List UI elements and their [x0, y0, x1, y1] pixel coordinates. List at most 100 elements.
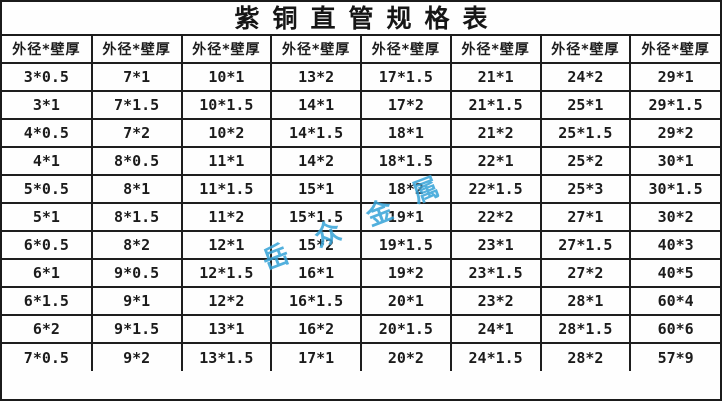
header-row: 外径*壁厚 外径*壁厚 外径*壁厚 外径*壁厚 外径*壁厚 外径*壁厚 外径*壁厚 外径*壁厚 [2, 36, 720, 63]
spec-cell: 14*1 [270, 90, 362, 120]
table-row: 5*0.5 8*1 11*1.5 15*1 18*2 22*1.5 25*3 30*1.5 [2, 174, 720, 204]
spec-cell: 20*1 [360, 286, 452, 316]
spec-cell: 40*5 [629, 258, 720, 288]
table-row: 6*0.5 8*2 12*1 15*2 19*1.5 23*1 27*1.5 40*3 [2, 230, 720, 260]
spec-cell: 14*2 [270, 146, 362, 176]
spec-cell: 15*1 [270, 174, 362, 204]
spec-cell: 20*1.5 [360, 314, 452, 344]
column-header: 外径*壁厚 [629, 36, 720, 63]
spec-cell: 15*1.5 [270, 202, 362, 232]
spec-cell: 7*1.5 [90, 90, 183, 120]
spec-cell: 9*1 [90, 286, 183, 316]
table-row: 4*1 8*0.5 11*1 14*2 18*1.5 22*1 25*2 30*1 [2, 146, 720, 176]
spec-cell: 6*1.5 [2, 286, 93, 316]
spec-cell: 25*3 [539, 174, 632, 204]
table-row: 3*1 7*1.5 10*1.5 14*1 17*2 21*1.5 25*1 29*1.5 [2, 90, 720, 120]
spec-cell: 17*2 [360, 90, 452, 120]
spec-cell: 25*1.5 [539, 118, 632, 148]
column-header: 外径*壁厚 [539, 36, 632, 63]
column-header: 外径*壁厚 [270, 36, 362, 63]
spec-cell: 60*4 [629, 286, 720, 316]
spec-cell: 19*1 [360, 202, 452, 232]
spec-cell: 27*1 [539, 202, 632, 232]
table-row: 5*1 8*1.5 11*2 15*1.5 19*1 22*2 27*1 30*2 [2, 202, 720, 232]
spec-cell: 5*0.5 [2, 174, 93, 204]
spec-cell: 21*1.5 [449, 90, 542, 120]
spec-cell: 8*0.5 [90, 146, 183, 176]
column-header: 外径*壁厚 [449, 36, 542, 63]
table-row: 6*1 9*0.5 12*1.5 16*1 19*2 23*1.5 27*2 40*5 [2, 258, 720, 288]
spec-cell: 19*1.5 [360, 230, 452, 260]
column-header: 外径*壁厚 [2, 36, 93, 63]
spec-table: 外径*壁厚 外径*壁厚 外径*壁厚 外径*壁厚 外径*壁厚 外径*壁厚 外径*壁厚 外径*壁厚… [2, 36, 720, 371]
spec-cell: 57*9 [629, 342, 720, 371]
spec-cell: 19*2 [360, 258, 452, 288]
spec-cell: 28*1.5 [539, 314, 632, 344]
spec-cell: 17*1.5 [360, 62, 452, 92]
spec-cell: 18*2 [360, 174, 452, 204]
spec-cell: 40*3 [629, 230, 720, 260]
spec-cell: 13*1.5 [180, 342, 273, 371]
spec-cell: 8*2 [90, 230, 183, 260]
spec-cell: 20*2 [360, 342, 452, 371]
spec-cell: 28*2 [539, 342, 632, 371]
table-row: 6*1.5 9*1 12*2 16*1.5 20*1 23*2 28*1 60*4 [2, 286, 720, 316]
spec-cell: 16*2 [270, 314, 362, 344]
spec-cell: 25*2 [539, 146, 632, 176]
spec-cell: 7*2 [90, 118, 183, 148]
table-row: 4*0.5 7*2 10*2 14*1.5 18*1 21*2 25*1.5 29*2 [2, 118, 720, 148]
spec-cell: 16*1.5 [270, 286, 362, 316]
spec-cell: 30*1 [629, 146, 720, 176]
spec-cell: 60*6 [629, 314, 720, 344]
spec-cell: 8*1.5 [90, 202, 183, 232]
spec-cell: 6*1 [2, 258, 93, 288]
spec-cell: 23*1 [449, 230, 542, 260]
column-header: 外径*壁厚 [180, 36, 273, 63]
spec-cell: 10*2 [180, 118, 273, 148]
spec-cell: 12*1.5 [180, 258, 273, 288]
spec-cell: 9*2 [90, 342, 183, 371]
spec-cell: 14*1.5 [270, 118, 362, 148]
spec-cell: 22*1 [449, 146, 542, 176]
spec-cell: 11*2 [180, 202, 273, 232]
spec-cell: 7*1 [90, 62, 183, 92]
spec-cell: 24*2 [539, 62, 632, 92]
spec-cell: 11*1.5 [180, 174, 273, 204]
spec-cell: 18*1.5 [360, 146, 452, 176]
table-row: 6*2 9*1.5 13*1 16*2 20*1.5 24*1 28*1.5 60*6 [2, 314, 720, 344]
spec-cell: 6*2 [2, 314, 93, 344]
spec-cell: 10*1 [180, 62, 273, 92]
table-row: 7*0.5 9*2 13*1.5 17*1 20*2 24*1.5 28*2 57*9 [2, 342, 720, 371]
spec-cell: 18*1 [360, 118, 452, 148]
spec-cell: 3*0.5 [2, 62, 93, 92]
spec-cell: 25*1 [539, 90, 632, 120]
page-title: 紫铜直管规格表 [2, 2, 720, 36]
spec-cell: 28*1 [539, 286, 632, 316]
spec-cell: 22*1.5 [449, 174, 542, 204]
spec-cell: 27*1.5 [539, 230, 632, 260]
spec-cell: 9*1.5 [90, 314, 183, 344]
spec-cell: 21*2 [449, 118, 542, 148]
spec-cell: 5*1 [2, 202, 93, 232]
spec-cell: 8*1 [90, 174, 183, 204]
spec-cell: 12*1 [180, 230, 273, 260]
spec-cell: 12*2 [180, 286, 273, 316]
spec-cell: 13*2 [270, 62, 362, 92]
column-header: 外径*壁厚 [90, 36, 183, 63]
spec-cell: 30*1.5 [629, 174, 720, 204]
spec-cell: 13*1 [180, 314, 273, 344]
spec-cell: 6*0.5 [2, 230, 93, 260]
spec-cell: 24*1.5 [449, 342, 542, 371]
spec-cell: 11*1 [180, 146, 273, 176]
spec-cell: 10*1.5 [180, 90, 273, 120]
spec-cell: 21*1 [449, 62, 542, 92]
spec-cell: 29*1 [629, 62, 720, 92]
spec-cell: 9*0.5 [90, 258, 183, 288]
spec-cell: 23*1.5 [449, 258, 542, 288]
column-header: 外径*壁厚 [360, 36, 452, 63]
spec-cell: 4*0.5 [2, 118, 93, 148]
spec-cell: 24*1 [449, 314, 542, 344]
spec-cell: 29*1.5 [629, 90, 720, 120]
spec-cell: 29*2 [629, 118, 720, 148]
